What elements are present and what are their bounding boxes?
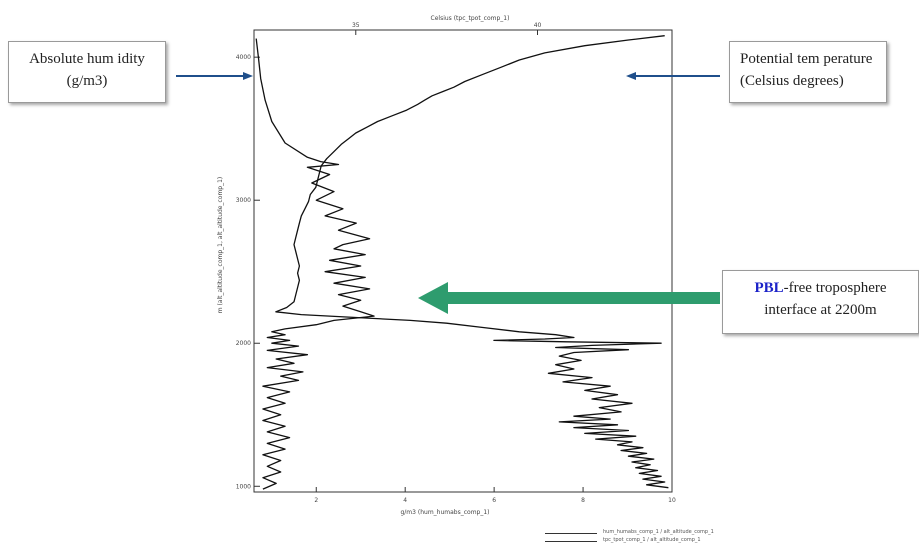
bottom-tick-label: 4 <box>403 497 407 504</box>
left-tick-label: 4000 <box>236 54 251 61</box>
bottom-axis-label: g/m3 (hum_humabs_comp_1) <box>400 509 489 516</box>
legend-entry-label: hum_humabs_comp_1 / alt_altitude_comp_1 <box>603 529 714 535</box>
bottom-tick-label: 2 <box>314 497 318 504</box>
bottom-tick-label: 6 <box>492 497 496 504</box>
humidity-callout-line2: (g/m3) <box>66 73 108 89</box>
top-tick-label: 35 <box>352 22 360 29</box>
ptemp-callout-line2: (Celsius degrees) <box>740 73 844 89</box>
legend-line-swatch <box>545 533 597 534</box>
pbl-callout-line1: PBL-free troposphere <box>733 277 908 299</box>
pbl-callout-line2: interface at 2200m <box>764 302 877 318</box>
legend-entry: hum_humabs_comp_1 / alt_altitude_comp_1 <box>545 529 790 538</box>
top-tick-label: 40 <box>534 22 542 29</box>
plot-frame <box>253 29 673 493</box>
left-tick-label: 3000 <box>236 197 251 204</box>
humidity-callout-line1: Absolute hum idity <box>29 51 145 67</box>
ptemp-callout: Potential tem perature (Celsius degrees) <box>729 41 887 103</box>
pbl-callout: PBL-free troposphere interface at 2200m <box>722 270 919 334</box>
series-layer <box>255 35 669 490</box>
left-tick-label: 2000 <box>236 340 251 347</box>
left-tick-label: 1000 <box>236 483 251 490</box>
ptemp-arrow <box>626 72 720 80</box>
humidity-arrow <box>176 72 253 80</box>
bottom-tick-label: 10 <box>668 497 676 504</box>
legend-entry-label: tpc_tpot_comp_1 / alt_altitude_comp_1 <box>603 537 701 543</box>
legend-line-swatch <box>545 541 597 542</box>
pbl-label: PBL <box>754 280 784 296</box>
ptemp-callout-line1: Potential tem perature <box>740 51 873 67</box>
chart-legend: hum_humabs_comp_1 / alt_altitude_comp_1 … <box>545 529 790 548</box>
left-axis-label: m (alt_altitude_comp_1, alt_altitude_com… <box>217 177 224 314</box>
humidity-callout: Absolute hum idity (g/m3) <box>8 41 166 103</box>
top-axis-label: Celsius (tpc_tpot_comp_1) <box>431 15 510 22</box>
bottom-tick-label: 8 <box>581 497 585 504</box>
pbl-arrow <box>418 282 720 314</box>
pbl-line1-rest: -free troposphere <box>783 280 887 296</box>
potential-temperature-line <box>275 35 669 489</box>
humidity-profile-line <box>255 38 375 490</box>
axis-ticks: 2 4 6 8 10 35 40 1000 2000 3000 4000 <box>236 22 676 504</box>
legend-entry: tpc_tpot_comp_1 / alt_altitude_comp_1 <box>545 537 790 546</box>
